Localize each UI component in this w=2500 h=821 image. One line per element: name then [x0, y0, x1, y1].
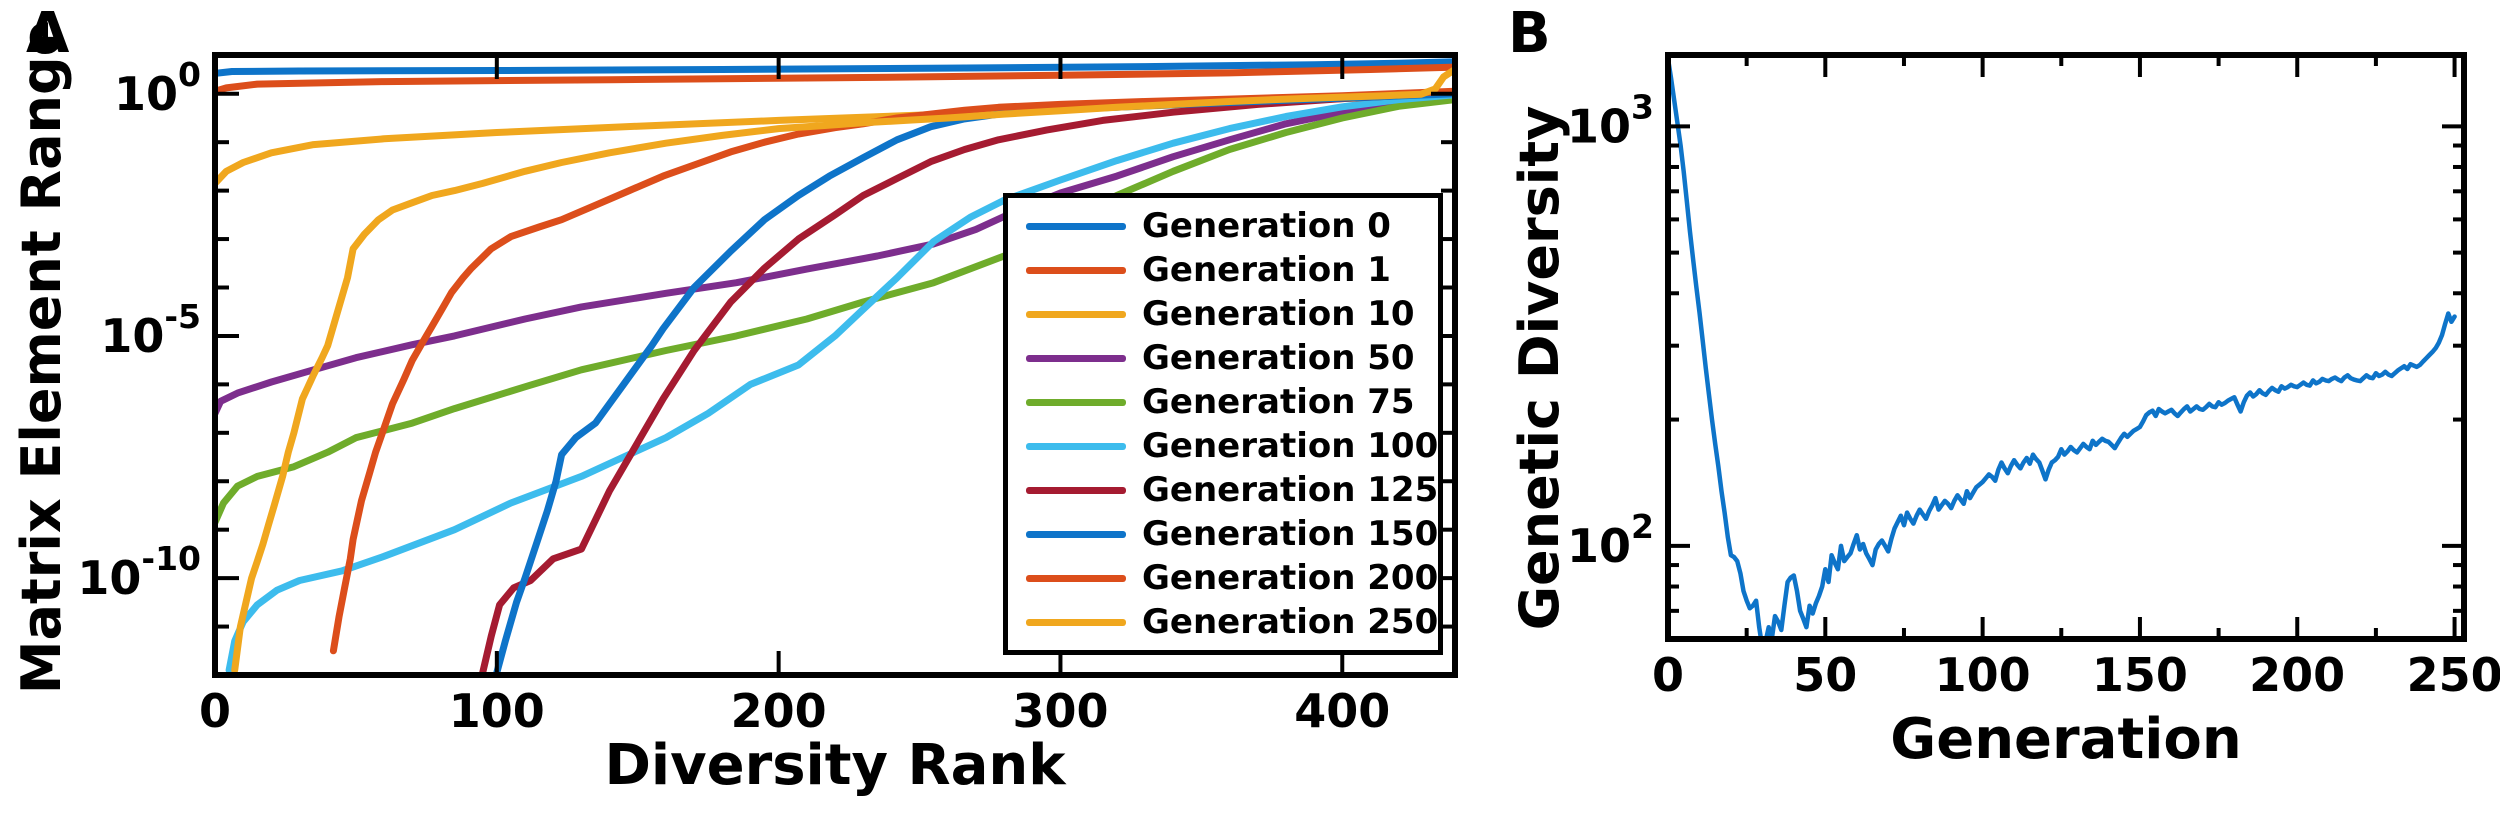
series-generation-100 — [225, 91, 1455, 674]
legend-item-label: Generation 10 — [1142, 294, 1415, 334]
x-tick-label: 0 — [199, 684, 231, 738]
panel-a-x-axis-label: Diversity Rank — [604, 733, 1066, 798]
y-tick-label: 10-5 — [100, 297, 201, 363]
legend-item: Generation 125 — [1008, 468, 1438, 512]
x-tick-label: 300 — [1012, 684, 1108, 738]
legend-line-swatch — [1026, 486, 1126, 494]
y-tick-label: 103 — [1567, 87, 1654, 153]
legend-item-label: Generation 1 — [1142, 250, 1391, 290]
series-generation-0 — [215, 58, 1455, 77]
series-generation-1 — [215, 63, 1455, 95]
legend-item: Generation 100 — [1008, 424, 1438, 468]
legend-line-swatch — [1026, 354, 1126, 362]
legend-item-label: Generation 100 — [1142, 426, 1439, 466]
x-tick-label: 200 — [731, 684, 827, 738]
series-genetic-diversity — [1668, 56, 2457, 639]
legend-item-label: Generation 50 — [1142, 338, 1415, 378]
legend-line-swatch — [1026, 442, 1126, 450]
legend-item: Generation 0 — [1008, 204, 1438, 248]
legend-line-swatch — [1026, 266, 1126, 274]
panel-a-plot: 0 100 200 300 400 100 10-5 10-10 — [77, 52, 1458, 738]
x-tick-label: 150 — [2092, 648, 2188, 702]
x-tick-label: 100 — [449, 684, 545, 738]
legend-line-swatch — [1026, 398, 1126, 406]
axis-ticks — [213, 55, 1455, 677]
legend-item: Generation 50 — [1008, 336, 1438, 380]
panel-b-y-axis-label: Genetic Diversity — [1508, 105, 1571, 631]
legend-line-swatch — [1026, 310, 1126, 318]
legend-item: Generation 150 — [1008, 512, 1438, 556]
series-generation-125 — [479, 89, 1455, 675]
x-tick-label: 400 — [1294, 684, 1390, 738]
legend-line-swatch — [1026, 618, 1126, 626]
legend-item: Generation 200 — [1008, 556, 1438, 600]
panel-a-legend: Generation 0 Generation 1 Generation 10 Gen… — [1003, 193, 1443, 655]
legend-item-label: Generation 150 — [1142, 514, 1439, 554]
series-generation-75 — [215, 96, 1455, 526]
y-tick-label: 102 — [1567, 507, 1654, 573]
legend-item-label: Generation 125 — [1142, 470, 1439, 510]
legend-item: Generation 1 — [1008, 248, 1438, 292]
legend-item-label: Generation 200 — [1142, 558, 1439, 598]
y-tick-label: 100 — [114, 55, 201, 121]
plot-box — [1665, 52, 2467, 642]
legend-item: Generation 10 — [1008, 292, 1438, 336]
x-tick-label: 100 — [1935, 648, 2031, 702]
legend-item: Generation 250 — [1008, 600, 1438, 644]
legend-line-swatch — [1026, 574, 1126, 582]
plot-box — [212, 52, 1458, 678]
panel-b-plot: 0 50 100 150 200 250 103 102 — [1567, 52, 2500, 702]
legend-item: Generation 75 — [1008, 380, 1438, 424]
x-tick-label: 200 — [2249, 648, 2345, 702]
series-generation-250 — [231, 66, 1455, 674]
x-tick-label: 250 — [2407, 648, 2500, 702]
legend-line-swatch — [1026, 222, 1126, 230]
x-tick-label: 50 — [1793, 648, 1857, 702]
axis-ticks — [1666, 55, 2464, 641]
x-tick-label: 0 — [1652, 648, 1684, 702]
legend-item-label: Generation 0 — [1142, 206, 1391, 246]
legend-item-label: Generation 75 — [1142, 382, 1415, 422]
legend-line-swatch — [1026, 530, 1126, 538]
panel-b-letter: B — [1508, 1, 1551, 66]
panel-a-y-axis-label: Matrix Element Range — [10, 19, 73, 695]
series-generation-200 — [329, 87, 1455, 655]
panel-b-x-axis-label: Generation — [1890, 707, 2242, 772]
panel-a-letter: A — [26, 1, 70, 66]
series-lines — [1668, 56, 2457, 639]
legend-item-label: Generation 250 — [1142, 602, 1439, 642]
y-tick-label: 10-10 — [77, 539, 201, 605]
series-lines — [215, 58, 1455, 675]
